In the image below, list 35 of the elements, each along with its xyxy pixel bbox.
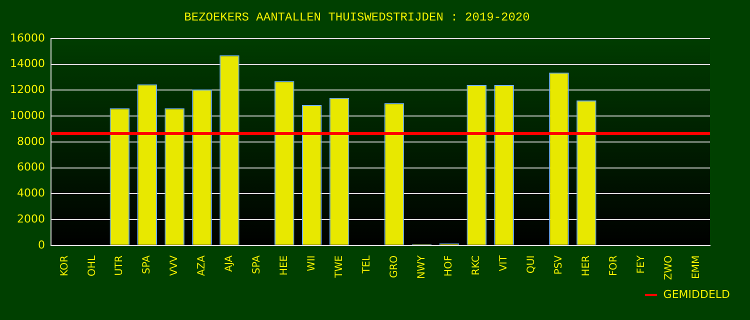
x-tick-label: WII bbox=[306, 255, 318, 272]
x-tick-label: AZA bbox=[196, 255, 208, 276]
y-tick-label: 4000 bbox=[16, 186, 45, 200]
x-tick-label: SPA bbox=[252, 255, 263, 274]
x-tick-label: RKC bbox=[471, 255, 482, 276]
legend-label: GEMIDDELD bbox=[663, 288, 730, 301]
x-tick-label: KOR bbox=[59, 255, 70, 276]
x-tick-label: SPA bbox=[142, 255, 153, 274]
x-tick-label: HER bbox=[581, 255, 592, 276]
chart-title: BEZOEKERS AANTALLEN THUISWEDSTRIJDEN : 2019-2020 bbox=[184, 10, 530, 24]
y-tick-label: 0 bbox=[38, 238, 45, 252]
y-tick-label: 16000 bbox=[10, 31, 45, 44]
x-tick-label: ZWO bbox=[663, 255, 674, 280]
x-tick-label: QUI bbox=[526, 255, 538, 274]
x-tick-label: VVV bbox=[169, 255, 180, 276]
x-tick-label: EMM bbox=[690, 255, 702, 279]
x-tick-label: FEY bbox=[636, 254, 647, 274]
x-tick-label: HOF bbox=[444, 255, 455, 277]
y-tick-label: 6000 bbox=[16, 160, 45, 174]
y-tick-label: 10000 bbox=[10, 108, 45, 122]
x-tick-label: TEL bbox=[361, 254, 372, 274]
x-tick-label: VIT bbox=[498, 254, 510, 272]
x-tick-label: HEE bbox=[278, 255, 290, 276]
x-tick-label: FOR bbox=[608, 255, 620, 276]
x-tick-label: UTR bbox=[114, 255, 126, 276]
x-tick-label: TWE bbox=[334, 255, 345, 279]
x-tick-label: AJA bbox=[224, 255, 236, 272]
x-tick-label: OHL bbox=[86, 254, 98, 276]
y-tick-label: 14000 bbox=[10, 57, 45, 70]
y-tick-label: 2000 bbox=[16, 212, 45, 226]
x-tick-label: NWY bbox=[416, 254, 428, 279]
x-tick-label: GRO bbox=[388, 255, 400, 278]
y-tick-label: 12000 bbox=[10, 83, 45, 96]
y-tick-label: 8000 bbox=[16, 134, 45, 148]
x-tick-label: PSV bbox=[554, 255, 565, 275]
